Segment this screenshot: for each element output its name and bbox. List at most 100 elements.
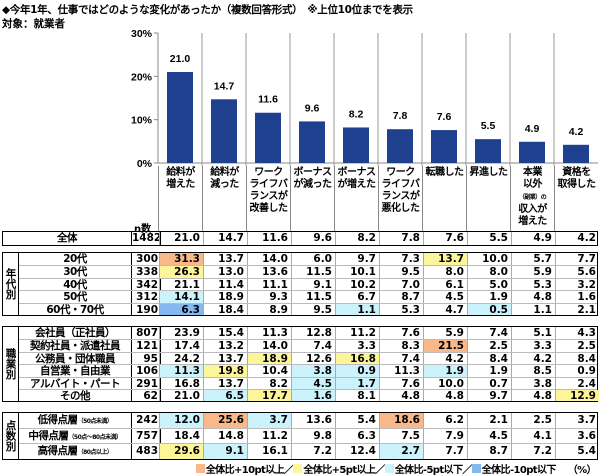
row-label: 60代・70代 xyxy=(19,304,131,316)
value-cell: 16.8 xyxy=(335,352,379,365)
value-cell: 8.9 xyxy=(247,303,291,316)
value-cell: 1.9 xyxy=(467,291,511,303)
value-cell: 13.2 xyxy=(203,340,247,352)
value-cell: 9.6 xyxy=(291,232,335,245)
n-cell: 1482 xyxy=(131,232,162,245)
data-label-0: 21.0 xyxy=(170,53,191,65)
bar-2 xyxy=(255,112,281,163)
table-row: 高得点層（80点以上） 483 29.6 9.1 16.1 7.2 12.4 2.7 7.7 8.… xyxy=(19,443,597,459)
bar-3 xyxy=(299,121,325,163)
value-cell: 4.8 xyxy=(511,390,555,402)
header-line: ワーク xyxy=(386,167,415,178)
row-label-note: （80点以上） xyxy=(77,449,113,457)
value-cell: 9.5 xyxy=(379,266,423,278)
value-cell: 17.7 xyxy=(247,390,291,402)
value-cell: 1.1 xyxy=(335,303,379,316)
value-cell: 5.3 xyxy=(379,303,423,316)
value-cell: 7.4 xyxy=(467,327,511,340)
column-header-4: ボーナス が増えた xyxy=(334,166,378,232)
value-cell: 7.7 xyxy=(555,253,599,266)
column-header-5: ワーク ライフバ ランスが 悪化した xyxy=(378,166,422,232)
header-line: ランスが xyxy=(249,191,288,202)
value-cell: 8.0 xyxy=(423,266,467,278)
legend-swatch-plus5 xyxy=(293,464,303,473)
bar-8 xyxy=(519,141,545,163)
row-label-text: 20代 xyxy=(63,253,87,265)
total-row: 全体 1482 21.0 14.7 11.6 9.6 8.2 7.8 7.6 5.5 4.9 4.2 xyxy=(3,232,597,245)
value-cell: 9.1 xyxy=(203,444,247,459)
header-line: 改善した xyxy=(249,203,289,214)
value-cell: 14.7 xyxy=(203,232,247,245)
value-cell: 7.6 xyxy=(423,232,467,245)
row-label-text: 契約社員・派遣社員 xyxy=(30,340,121,353)
legend-swatch-minus5 xyxy=(384,464,394,473)
row-label: 50代 xyxy=(19,291,131,303)
n-cell: 121 xyxy=(131,340,161,352)
row-label: その他 xyxy=(19,390,131,402)
value-cell: 8.3 xyxy=(379,340,423,352)
value-cell: 6.0 xyxy=(291,253,335,266)
value-cell: 8.4 xyxy=(467,352,511,365)
table-row: 公務員・団体職員 95 24.2 13.7 18.9 12.6 16.8 7.4 4.2 8.4 4… xyxy=(19,351,597,365)
row-label: 30代 xyxy=(19,266,131,278)
value-cell: 5.9 xyxy=(423,327,467,340)
header-line: 資格を xyxy=(562,167,591,178)
value-cell: 9.7 xyxy=(335,253,379,266)
value-cell: 11.4 xyxy=(203,278,247,291)
value-cell: 12.8 xyxy=(291,327,335,340)
value-cell: 11.3 xyxy=(159,365,203,377)
group-label-text: 点数別 xyxy=(4,420,17,452)
table-row: 中得点層（50点～80点未満） 757 18.4 14.8 11.2 9.8 6.3 7.5 7… xyxy=(19,428,597,444)
group-block: 点数別 低得点層（50点未満） 242 12.0 25.6 3.7 13.6 5.4 18.6 6… xyxy=(2,412,598,460)
value-cell: 6.3 xyxy=(335,429,379,444)
row-label: 契約社員・派遣社員 xyxy=(19,340,131,353)
header-line: 給料が xyxy=(210,167,239,178)
row-label-text: 公務員・団体職員 xyxy=(35,352,116,365)
header-line: 以外 xyxy=(523,179,543,190)
header-line: 給料が xyxy=(166,167,195,178)
value-cell: 4.8 xyxy=(511,291,555,303)
header-line: ワーク xyxy=(254,167,283,178)
value-cell: 4.8 xyxy=(379,390,423,402)
value-cell: 8.2 xyxy=(335,232,379,245)
n-cell: 106 xyxy=(131,365,161,377)
table-row: 50代 312 14.1 18.9 9.3 11.5 6.7 8.7 4.5 1.9 4.8 1.6 xyxy=(19,290,599,303)
bar-1 xyxy=(211,99,237,163)
value-cell: 1.1 xyxy=(511,303,555,316)
group-block: 年代別 20代 300 31.3 13.7 14.0 6.0 9.7 7.3 13.7 10.0 5.… xyxy=(2,252,598,316)
column-header-3: ボーナス が減った xyxy=(290,166,334,232)
value-cell: 0.7 xyxy=(467,377,511,390)
value-cell: 5.9 xyxy=(511,266,555,278)
value-cell: 11.3 xyxy=(379,365,423,377)
value-cell: 11.5 xyxy=(291,291,335,303)
value-cell: 11.3 xyxy=(247,327,291,340)
data-label-5: 7.8 xyxy=(393,110,408,122)
value-cell: 9.8 xyxy=(291,429,335,444)
value-cell: 4.7 xyxy=(423,303,467,316)
value-cell: 4.5 xyxy=(467,429,511,444)
unit-label: （%） xyxy=(567,465,597,476)
value-cell: 31.3 xyxy=(159,253,203,266)
header-line: （副業）の xyxy=(518,194,547,201)
value-cell: 1.6 xyxy=(555,291,599,303)
column-header-0: 給料が 増えた xyxy=(158,166,202,232)
value-cell: 5.3 xyxy=(511,278,555,291)
table-row: 低得点層（50点未満） 242 12.0 25.6 3.7 13.6 5.4 18.6 6.2 2… xyxy=(19,413,597,429)
row-label-text: 自営業・自由業 xyxy=(40,365,111,378)
n-cell: 300 xyxy=(131,253,161,266)
table-row: 会社員（正社員） 807 23.9 15.4 11.3 12.8 11.2 7.6 5.9 7.4… xyxy=(19,327,597,340)
row-label: 公務員・団体職員 xyxy=(19,352,131,365)
value-cell: 18.9 xyxy=(203,291,247,303)
row-label-note: （50点～80点未満） xyxy=(68,434,122,442)
value-cell: 0.9 xyxy=(335,365,379,377)
value-cell: 12.9 xyxy=(555,390,599,402)
column-header-7: 昇進した xyxy=(466,166,510,232)
value-cell: 5.1 xyxy=(511,327,555,340)
value-cell: 29.6 xyxy=(159,444,203,459)
chart-title: ◆今年1年、仕事ではどのような変化があったか（複数回答形式） ※上位10位までを… xyxy=(2,4,413,16)
value-cell: 2.1 xyxy=(555,303,599,316)
value-cell: 8.0 xyxy=(467,266,511,278)
header-line: ボーナス xyxy=(293,167,333,178)
legend-minus10: 全体比-10pt以下 xyxy=(481,465,557,476)
table-row: 自営業・自由業 106 11.3 19.8 10.4 3.8 0.9 11.3 1.9 1.9 8.… xyxy=(19,364,597,378)
